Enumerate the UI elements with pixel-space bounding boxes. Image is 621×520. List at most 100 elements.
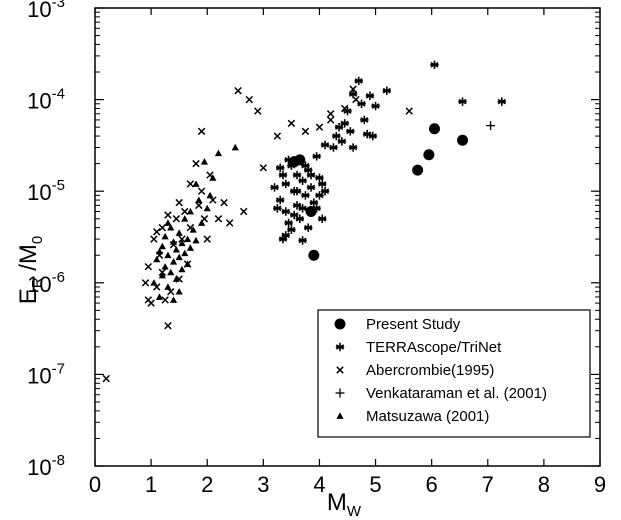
- data-point: [169, 296, 178, 303]
- data-point: [197, 127, 206, 136]
- x-axis-label-subscript: W: [347, 503, 362, 520]
- data-point: [181, 249, 189, 257]
- x-stroke: [144, 296, 153, 304]
- data-point: [198, 219, 206, 226]
- x-tick-label: 2: [201, 472, 213, 497]
- x-stroke: [206, 171, 214, 179]
- legend-box: [317, 309, 591, 438]
- data-point: [298, 236, 307, 245]
- data-point: [214, 149, 223, 157]
- triangle-marker: [231, 143, 239, 151]
- data-point: [298, 204, 307, 213]
- legend: Present Study TERRAscope/TriNet Abercrombi…: [317, 309, 591, 438]
- triangle-marker: [172, 246, 180, 253]
- x-stroke: [273, 132, 282, 140]
- x-stroke: [349, 85, 357, 93]
- x-stroke: [352, 95, 360, 104]
- data-point: [239, 207, 248, 216]
- data-point: [144, 262, 153, 271]
- x-stroke: [181, 207, 189, 216]
- data-point: [203, 235, 211, 243]
- data-point: [153, 255, 161, 263]
- circle-marker: [457, 134, 469, 146]
- data-point: [337, 137, 347, 146]
- data-point: [298, 176, 307, 185]
- series-plus: [486, 121, 496, 131]
- x-stroke: [195, 201, 203, 210]
- data-point: [362, 129, 372, 139]
- data-point: [231, 143, 239, 151]
- data-point: [178, 235, 186, 243]
- legend-label: Matsuzawa (2001): [366, 408, 489, 425]
- data-point: [161, 232, 169, 240]
- triangle-marker: [150, 279, 158, 286]
- data-point: [150, 235, 158, 243]
- x-stroke: [175, 198, 183, 207]
- x-tick-label: 4: [313, 472, 325, 497]
- data-point: [172, 215, 181, 223]
- x-stroke: [167, 287, 175, 296]
- data-point: [318, 214, 327, 223]
- triangle-marker: [155, 247, 164, 255]
- triangle-marker: [183, 235, 192, 242]
- data-point: [458, 97, 467, 106]
- y-tick-label: 10-8: [27, 452, 65, 480]
- y-axis-label-subscript-0: 0: [29, 236, 46, 244]
- y-tick-label: 10-4: [27, 86, 65, 114]
- triangle-marker: [214, 149, 223, 157]
- data-point: [175, 253, 183, 261]
- legend-label: Present Study: [366, 316, 461, 333]
- triangle-marker: [189, 226, 197, 233]
- triangle-marker: [155, 293, 164, 300]
- x-stroke: [102, 374, 110, 383]
- data-point: [497, 97, 507, 106]
- x-axis-label: MW: [327, 489, 362, 520]
- y-axis-label: ER /M0: [15, 236, 46, 305]
- data-point: [164, 211, 172, 219]
- x-tick-label: 3: [257, 472, 269, 497]
- data-point: [158, 271, 166, 279]
- data-point: [225, 219, 234, 227]
- triangle-marker: [169, 238, 178, 245]
- data-point: [234, 86, 242, 95]
- x-stroke: [152, 228, 161, 236]
- x-stroke: [186, 223, 195, 232]
- triangle-marker: [175, 229, 183, 236]
- data-point: [287, 225, 296, 234]
- data-point: [172, 246, 180, 253]
- data-point: [155, 247, 164, 255]
- y-tick-label: 10-6: [27, 269, 65, 297]
- data-point: [192, 236, 200, 244]
- triangle-marker: [181, 249, 189, 257]
- x-stroke: [178, 235, 186, 243]
- data-point: [167, 224, 175, 231]
- chart-labels: MW ER /M0: [15, 236, 362, 520]
- x-tick-label: 1: [145, 472, 157, 497]
- data-point: [214, 215, 223, 223]
- data-point: [197, 187, 206, 195]
- triangle-marker: [153, 255, 161, 263]
- x-stroke: [259, 164, 268, 172]
- x-stroke: [152, 283, 161, 291]
- series-x: [102, 85, 413, 383]
- series-triangle: [150, 143, 239, 303]
- data-point: [259, 164, 268, 172]
- data-point: [245, 95, 254, 104]
- legend-label: TERRAscope/TriNet: [366, 339, 502, 356]
- data-point: [161, 296, 169, 304]
- triangle-marker: [164, 283, 172, 290]
- triangle-marker: [164, 251, 172, 259]
- data-point: [186, 244, 194, 251]
- data-point: [169, 238, 178, 245]
- triangle-marker: [172, 275, 180, 282]
- data-point: [209, 174, 217, 181]
- data-point: [365, 91, 375, 101]
- data-point: [186, 180, 195, 188]
- data-point: [371, 101, 380, 111]
- x-stroke: [220, 198, 228, 207]
- data-point: [273, 132, 282, 140]
- x-stroke: [336, 366, 344, 374]
- x-stroke: [245, 95, 254, 104]
- data-point: [349, 85, 357, 93]
